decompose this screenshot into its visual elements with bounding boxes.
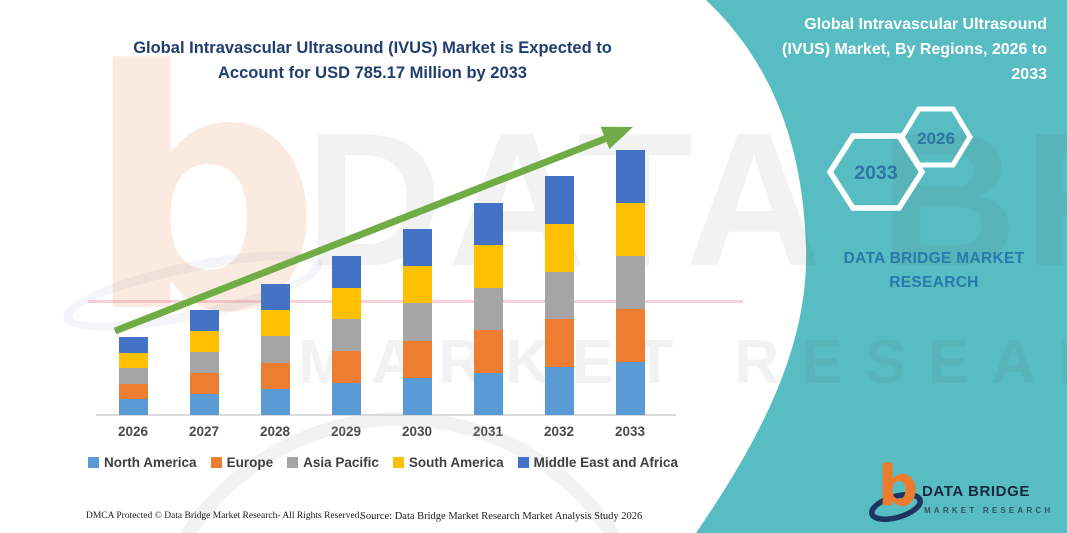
bar-segment-south-america [260,310,290,337]
bar-segment-europe [473,330,503,373]
bar-segment-europe [544,319,574,368]
legend-label: Asia Pacific [303,455,379,470]
bar-segment-south-america [402,266,432,304]
chart-title-line1: Global Intravascular Ultrasound (IVUS) M… [133,39,612,57]
bar-segment-north-america [118,399,148,415]
legend-swatch [517,457,529,468]
bar-segment-north-america [615,362,645,415]
footer-dmca: DMCA Protected © Data Bridge Market Rese… [86,511,362,521]
bar-segment-north-america [189,393,219,415]
bar-segment-middle-east-and-africa [544,176,574,224]
bar-segment-middle-east-and-africa [189,309,219,331]
logo-title: DATA BRIDGE [922,483,1030,500]
chart-title-line2: Account for USD 785.17 Million by 2033 [217,63,527,82]
legend-swatch [287,457,299,468]
bar-segment-south-america [189,330,219,352]
logo-b-mark: b [878,454,919,519]
bar-segment-north-america [260,388,290,415]
chart-title: Global Intravascular Ultrasound (IVUS) M… [75,36,670,86]
logo-subtitle: MARKET RESEARCH [924,506,1054,515]
bar-segment-asia-pacific [402,303,432,341]
x-axis-label-2026: 2026 [117,424,149,439]
bar-segment-south-america [544,223,574,272]
bar-segment-europe [260,362,290,389]
legend-item-middle-east-and-africa: Middle East and Africa [517,455,678,470]
legend-swatch [392,457,404,468]
x-axis-label-2032: 2032 [543,424,575,439]
legend-label: North America [104,455,197,470]
bar-segment-south-america [118,352,148,369]
chart-legend: North America Europe Asia Pacific South Ame… [18,455,748,470]
bar-segment-middle-east-and-africa [331,255,361,288]
bar-segment-south-america [331,287,361,320]
bar-segment-south-america [473,245,503,288]
legend-swatch [88,457,100,468]
bar-segment-asia-pacific [260,336,290,363]
legend-item-asia-pacific: Asia Pacific [287,455,379,470]
bar-segment-asia-pacific [473,287,503,331]
bar-segment-north-america [544,367,574,415]
bar-segment-south-america [615,203,645,257]
side-panel-title: Global Intravascular Ultrasound (IVUS) M… [737,13,1047,87]
legend-label: Middle East and Africa [533,455,678,470]
bar-segment-north-america [402,377,432,415]
bar-segment-north-america [473,372,503,415]
bar-segment-europe [189,372,219,394]
bar-segment-europe [331,351,361,384]
x-axis-label-2033: 2033 [614,424,646,439]
legend-label: South America [408,455,504,470]
bar-segment-middle-east-and-africa [473,203,503,246]
bar-segment-asia-pacific [118,368,148,384]
bar-segment-middle-east-and-africa [615,150,645,204]
footer-source: Source: Data Bridge Market Research Mark… [360,511,643,522]
x-axis-line [96,414,676,416]
bar-segment-asia-pacific [189,351,219,373]
legend-item-north-america: North America [88,455,197,470]
bar-segment-europe [118,383,148,400]
legend-item-europe: Europe [210,455,274,470]
bar-segment-europe [615,309,645,362]
side-panel-title-line1: Global Intravascular Ultrasound [804,16,1047,33]
bar-segment-asia-pacific [544,271,574,320]
side-panel-title-line2: (IVUS) Market, By Regions, 2026 to [782,40,1047,58]
x-axis-label-2027: 2027 [188,424,220,439]
x-axis-label-2028: 2028 [259,424,291,439]
bar-segment-middle-east-and-africa [260,284,290,311]
panel-brand-line2: RESEARCH [889,274,979,292]
legend-label: Europe [226,455,274,470]
side-panel-shape [696,0,1067,533]
side-panel-title-line3: 2033 [1011,65,1047,83]
bar-segment-north-america [331,383,361,415]
bar-segment-middle-east-and-africa [118,337,148,353]
bar-segment-asia-pacific [615,256,645,310]
bar-segment-asia-pacific [331,319,361,352]
legend-swatch [210,457,222,468]
panel-brand-text: DATA BRIDGE MARKET RESEARCH [838,247,1030,295]
legend-item-south-america: South America [392,455,504,470]
bar-segment-europe [402,340,432,378]
bar-segment-middle-east-and-africa [402,229,432,267]
panel-brand-line1: DATA BRIDGE MARKET [843,250,1025,267]
